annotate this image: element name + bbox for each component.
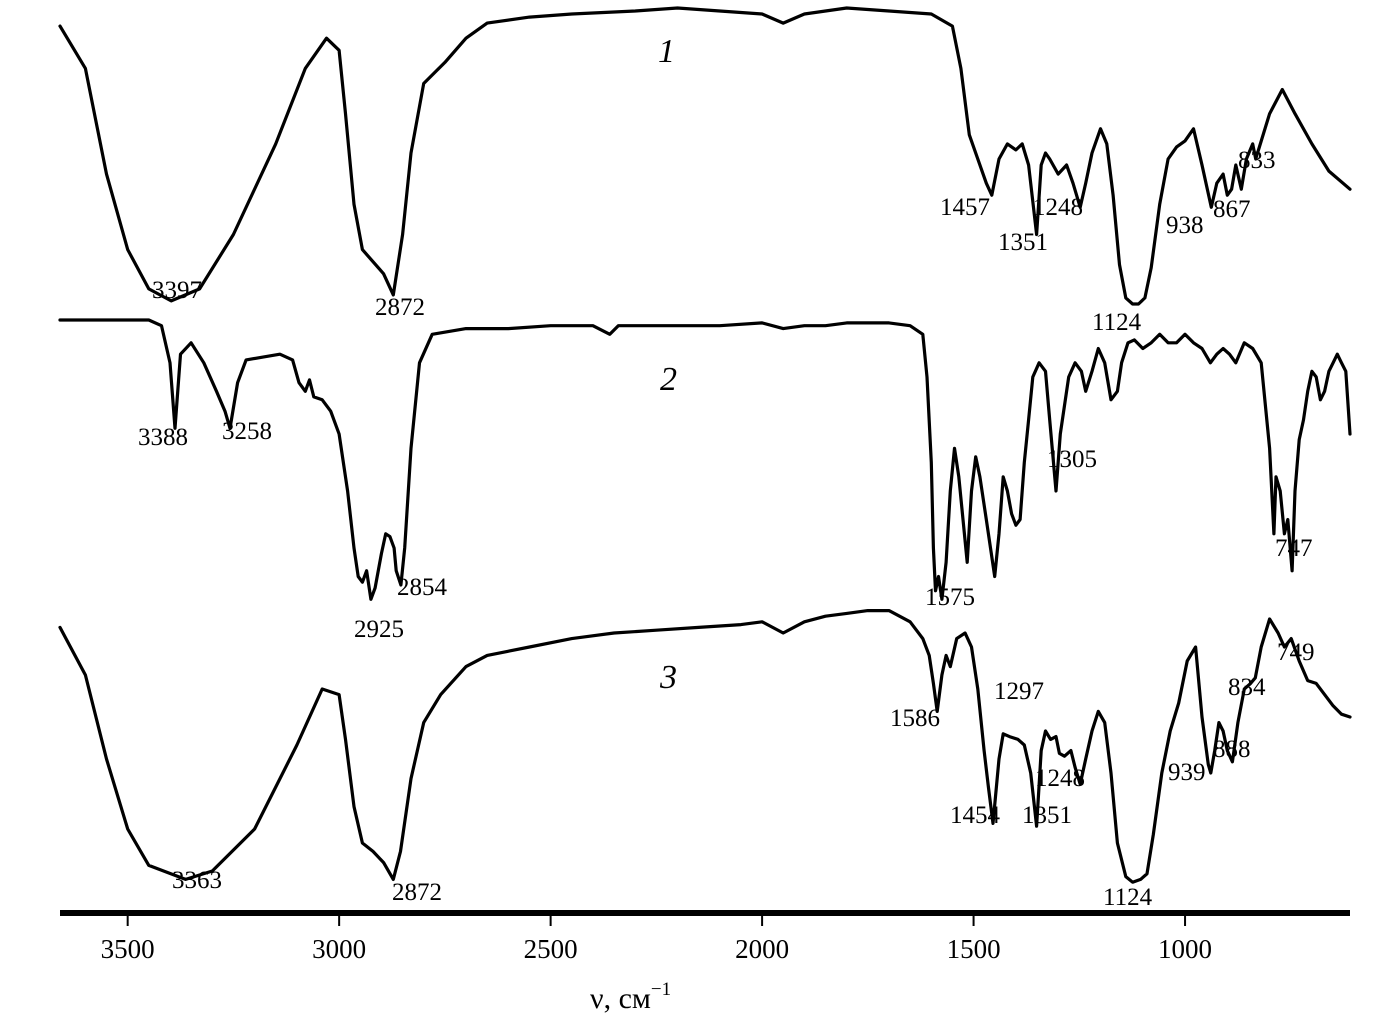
curve-number-2: 2: [660, 361, 677, 398]
peak-label-1-938: 938: [1166, 212, 1204, 239]
curve-numbers: 1 2 3: [658, 33, 677, 696]
peak-label-2-1575: 1575: [925, 584, 975, 611]
peak-label-3-1297: 1297: [994, 678, 1044, 705]
peak-label-1-1248: 1248: [1033, 194, 1083, 221]
peak-label-2-1305: 1305: [1047, 446, 1097, 473]
peak-label-2-2854: 2854: [397, 574, 448, 601]
peak-label-1-2872: 2872: [375, 294, 425, 321]
x-axis-title-text: ν, см: [590, 982, 651, 1015]
x-tick-label-2500: 2500: [524, 934, 578, 964]
peak-labels: 3397 2872 1457 1351 1248 1124 938 867 833 3388 325…: [138, 147, 1315, 911]
curve-number-1: 1: [658, 33, 675, 70]
peak-label-1-867: 867: [1213, 196, 1251, 223]
spectra-curves: [58, 6, 1352, 884]
peak-label-2-747: 747: [1275, 535, 1313, 562]
peak-label-3-749: 749: [1277, 639, 1315, 666]
peak-label-3-2872: 2872: [392, 879, 442, 906]
peak-label-1-833: 833: [1238, 147, 1276, 174]
x-axis-title: ν, см−1: [590, 979, 671, 1015]
spectrum-curve-1: [58, 6, 1352, 306]
x-tick-label-1000: 1000: [1158, 934, 1212, 964]
x-axis-title-exponent: −1: [651, 979, 671, 1000]
peak-label-3-1454: 1454: [950, 802, 1001, 829]
x-tick-label-2000: 2000: [735, 934, 789, 964]
spectrum-curve-2: [58, 318, 1352, 601]
peak-label-3-1124: 1124: [1103, 884, 1153, 911]
peak-label-3-888: 888: [1213, 736, 1251, 763]
peak-label-1-1351: 1351: [998, 229, 1048, 256]
peak-label-1-1124: 1124: [1092, 309, 1142, 336]
x-tick-label-3000: 3000: [312, 934, 366, 964]
peak-label-3-3363: 3363: [172, 867, 222, 894]
x-axis-ticks: 3500 3000 2500 2000 1500 1000: [101, 913, 1212, 964]
x-tick-label-3500: 3500: [101, 934, 155, 964]
peak-label-3-834: 834: [1228, 674, 1266, 701]
peak-label-1-3397: 3397: [152, 277, 202, 304]
peak-label-3-1586: 1586: [890, 705, 940, 732]
peak-label-2-3388: 3388: [138, 424, 188, 451]
peak-label-1-1457: 1457: [940, 194, 990, 221]
peak-label-2-3258: 3258: [222, 418, 272, 445]
x-tick-label-1500: 1500: [947, 934, 1001, 964]
spectrum-curve-3: [58, 609, 1352, 884]
peak-label-2-2925: 2925: [354, 616, 404, 643]
peak-label-3-1248: 1248: [1035, 765, 1085, 792]
peak-label-3-1351: 1351: [1022, 802, 1072, 829]
peak-label-3-939: 939: [1168, 759, 1206, 786]
curve-number-3: 3: [659, 659, 677, 696]
